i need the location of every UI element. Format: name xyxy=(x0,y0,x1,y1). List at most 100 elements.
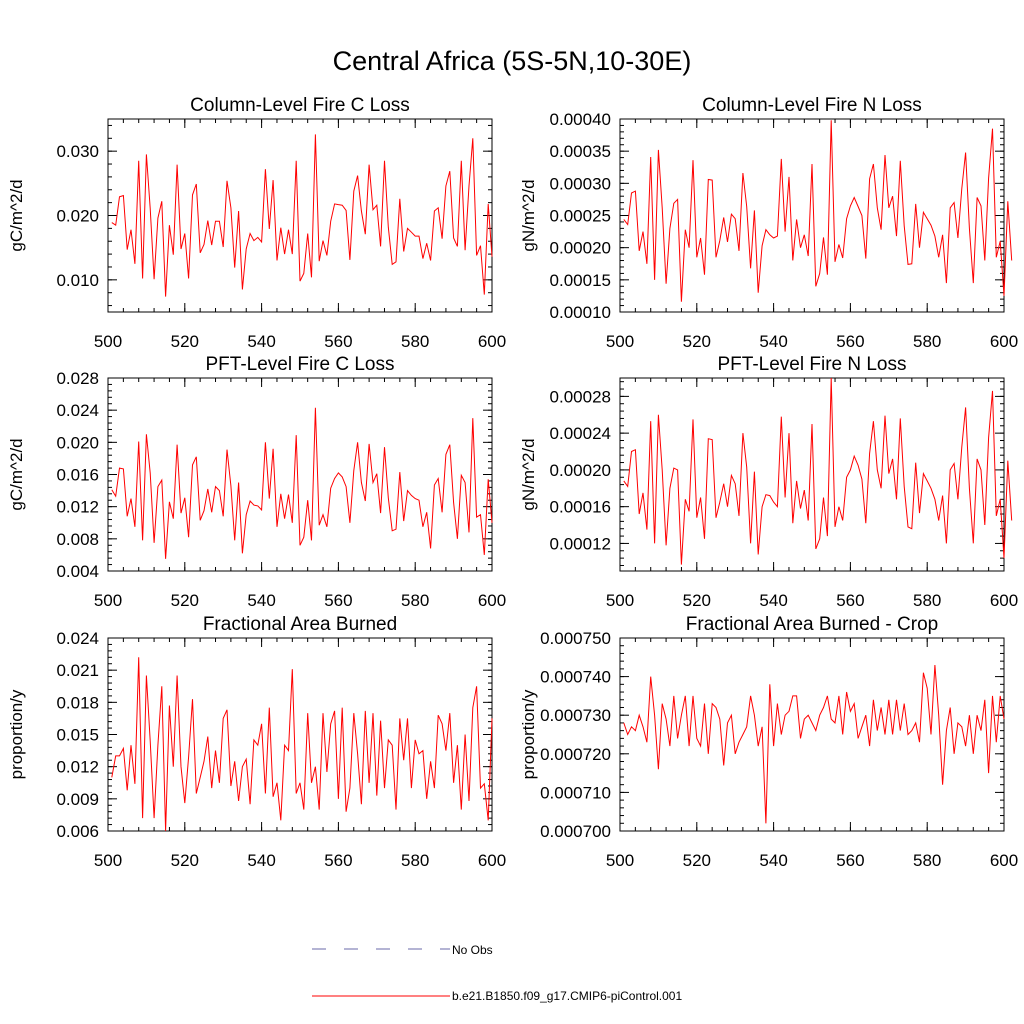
chart-title: Column-Level Fire N Loss xyxy=(702,95,922,116)
y-tick-label: 0.000730 xyxy=(540,706,611,725)
plot-frame xyxy=(107,637,493,832)
chart-title: PFT-Level Fire C Loss xyxy=(206,354,395,375)
x-tick-label: 500 xyxy=(94,332,122,351)
x-tick-label: 560 xyxy=(836,851,864,870)
y-tick-label: 0.024 xyxy=(56,401,99,420)
y-tick-label: 0.000750 xyxy=(540,629,611,648)
x-tick-label: 540 xyxy=(247,591,275,610)
x-tick-label: 520 xyxy=(171,332,199,351)
y-tick-label: 0.00012 xyxy=(550,534,611,553)
series-line xyxy=(111,407,493,559)
y-tick-label: 0.024 xyxy=(56,629,99,648)
plot-frame xyxy=(619,637,1005,832)
series-line xyxy=(111,657,493,832)
x-tick-label: 500 xyxy=(94,591,122,610)
chart-panel-5: Fractional Area Burned 500 520 540 560 580 600… xyxy=(7,614,506,870)
y-tick-label: 0.004 xyxy=(56,562,99,581)
series-line xyxy=(623,377,1013,565)
x-tick-label: 600 xyxy=(478,591,506,610)
x-tick-label: 580 xyxy=(401,591,429,610)
y-tick-label: 0.012 xyxy=(56,498,99,517)
x-tick-label: 560 xyxy=(324,332,352,351)
series-line xyxy=(623,664,1005,824)
chart-panel-4: PFT-Level Fire N Loss 500 520 540 560 580 600 0… xyxy=(519,354,1018,610)
y-axis-label: proportion/y xyxy=(519,689,538,779)
x-tick-label: 600 xyxy=(990,332,1018,351)
series-line xyxy=(623,120,1013,302)
x-tick-label: 500 xyxy=(606,332,634,351)
figure-title: Central Africa (5S-5N,10-30E) xyxy=(333,46,692,76)
legend: No Obs b.e21.B1850.f09_g17.CMIP6-piContr… xyxy=(312,943,682,1003)
y-tick-label: 0.021 xyxy=(56,661,99,680)
y-axis-label: gC/m^2/d xyxy=(7,438,26,510)
chart-panels: Column-Level Fire C Loss 500 520 540 560 580 6… xyxy=(7,95,1018,870)
x-tick-label: 580 xyxy=(913,332,941,351)
x-tick-label: 500 xyxy=(94,851,122,870)
x-tick-label: 520 xyxy=(683,851,711,870)
x-tick-label: 580 xyxy=(401,851,429,870)
x-tick-label: 560 xyxy=(324,851,352,870)
chart-panel-1: Column-Level Fire C Loss 500 520 540 560 580 6… xyxy=(7,95,506,351)
x-tick-label: 600 xyxy=(478,851,506,870)
y-tick-label: 0.00015 xyxy=(550,271,611,290)
x-tick-label: 560 xyxy=(836,591,864,610)
y-tick-label: 0.00040 xyxy=(550,110,611,129)
x-tick-label: 600 xyxy=(990,591,1018,610)
y-tick-label: 0.00030 xyxy=(550,174,611,193)
x-tick-label: 580 xyxy=(401,332,429,351)
y-tick-label: 0.016 xyxy=(56,466,99,485)
chart-title: Fractional Area Burned - Crop xyxy=(686,614,938,635)
x-tick-label: 520 xyxy=(171,591,199,610)
x-tick-label: 580 xyxy=(913,591,941,610)
y-tick-label: 0.00010 xyxy=(550,303,611,322)
y-tick-label: 0.009 xyxy=(56,790,99,809)
legend-label-model: b.e21.B1850.f09_g17.CMIP6-piControl.001 xyxy=(452,989,682,1003)
x-tick-label: 560 xyxy=(836,332,864,351)
x-tick-label: 520 xyxy=(171,851,199,870)
y-tick-label: 0.00025 xyxy=(550,207,611,226)
y-axis-label: proportion/y xyxy=(7,689,26,779)
x-tick-label: 520 xyxy=(683,332,711,351)
y-tick-label: 0.012 xyxy=(56,758,99,777)
y-tick-label: 0.00028 xyxy=(550,387,611,406)
y-tick-label: 0.010 xyxy=(56,271,99,290)
x-tick-label: 600 xyxy=(990,851,1018,870)
y-tick-label: 0.020 xyxy=(56,207,99,226)
chart-title: PFT-Level Fire N Loss xyxy=(718,354,907,375)
y-tick-label: 0.00020 xyxy=(550,239,611,258)
y-tick-label: 0.00020 xyxy=(550,461,611,480)
x-tick-label: 540 xyxy=(247,851,275,870)
chart-panel-3: PFT-Level Fire C Loss 500 520 540 560 580 600 0… xyxy=(7,354,506,610)
y-axis-label: gN/m^2/d xyxy=(519,438,538,510)
chart-title: Fractional Area Burned xyxy=(203,614,397,635)
y-tick-label: 0.028 xyxy=(56,369,99,388)
y-tick-label: 0.008 xyxy=(56,530,99,549)
legend-label-no-obs: No Obs xyxy=(452,943,493,957)
y-axis-label: gC/m^2/d xyxy=(7,179,26,251)
x-tick-label: 500 xyxy=(606,851,634,870)
y-tick-label: 0.000720 xyxy=(540,745,611,764)
series-line xyxy=(111,134,493,297)
plot-frame xyxy=(619,377,1005,572)
y-tick-label: 0.00016 xyxy=(550,498,611,517)
chart-panel-2: Column-Level Fire N Loss 500 520 540 560 580 6… xyxy=(519,95,1018,351)
x-tick-label: 540 xyxy=(759,332,787,351)
y-tick-label: 0.000700 xyxy=(540,822,611,841)
y-tick-label: 0.006 xyxy=(56,822,99,841)
y-tick-label: 0.015 xyxy=(56,726,99,745)
x-tick-label: 600 xyxy=(478,332,506,351)
chart-title: Column-Level Fire C Loss xyxy=(190,95,410,116)
x-tick-label: 540 xyxy=(759,851,787,870)
x-tick-label: 540 xyxy=(247,332,275,351)
y-axis-label: gN/m^2/d xyxy=(519,179,538,251)
y-tick-label: 0.018 xyxy=(56,693,99,712)
y-tick-label: 0.020 xyxy=(56,433,99,452)
y-tick-label: 0.00024 xyxy=(550,424,611,443)
y-tick-label: 0.00035 xyxy=(550,142,611,161)
x-tick-label: 520 xyxy=(683,591,711,610)
y-tick-label: 0.000710 xyxy=(540,783,611,802)
chart-panel-6: Fractional Area Burned - Crop 500 520 540 56… xyxy=(519,614,1018,870)
y-tick-label: 0.000740 xyxy=(540,668,611,687)
x-tick-label: 500 xyxy=(606,591,634,610)
